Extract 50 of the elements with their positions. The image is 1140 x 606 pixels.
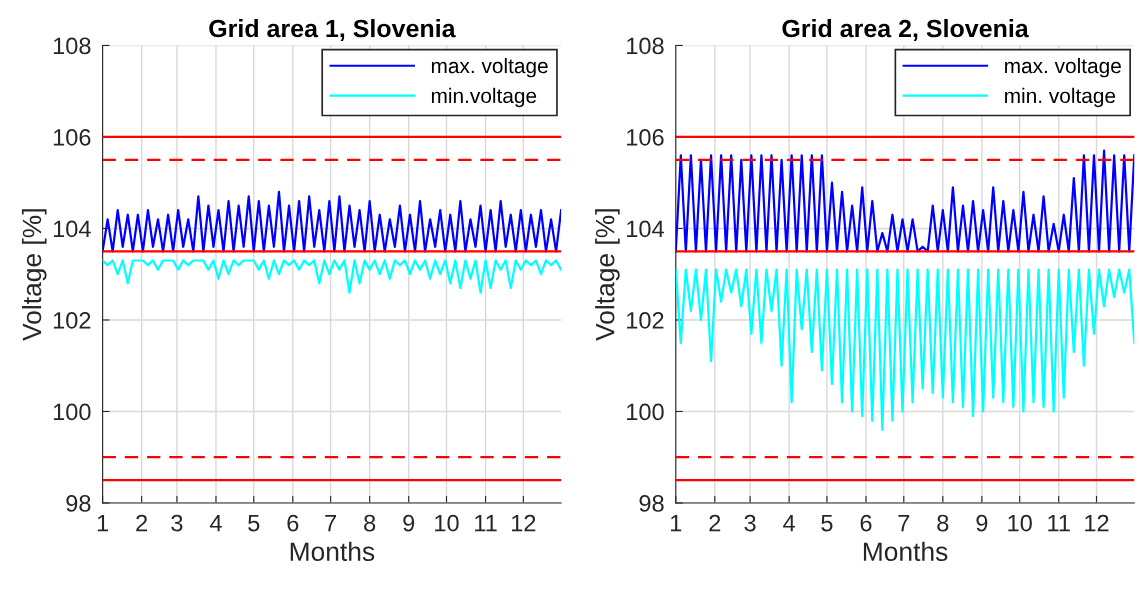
- x-tick-label: 2: [709, 514, 721, 532]
- x-tick-label: 5: [821, 514, 833, 532]
- legend-label: min. voltage: [1005, 87, 1116, 108]
- x-tick-label: 5: [248, 514, 260, 532]
- x-tick-label: 9: [976, 514, 988, 532]
- legend-label: max. voltage: [431, 57, 548, 78]
- x-tick-label: 6: [287, 514, 299, 532]
- y-axis-title: Voltage [%]: [21, 209, 47, 341]
- chart-title: Grid area 2, Slovenia: [782, 19, 1029, 41]
- y-tick-label: 102: [53, 312, 91, 329]
- line-series: [675, 268, 1135, 431]
- x-tick-label: 10: [435, 514, 459, 532]
- x-tick-label: 7: [325, 514, 336, 532]
- y-tick-label: 104: [53, 220, 91, 238]
- y-tick-label: 106: [53, 129, 91, 146]
- x-axis-title: Months: [863, 541, 948, 562]
- x-tick-label: 6: [860, 514, 872, 532]
- y-tick-label: 98: [66, 495, 91, 512]
- x-tick-label: 8: [937, 514, 949, 532]
- x-tick-label: 11: [1048, 514, 1070, 532]
- y-tick-label: 108: [627, 37, 664, 55]
- line-series: [102, 259, 562, 294]
- x-tick-label: 12: [512, 514, 536, 532]
- y-axis-title: Voltage [%]: [595, 209, 620, 341]
- y-tick-label: 108: [53, 37, 91, 55]
- x-tick-label: 3: [744, 514, 756, 532]
- x-tick-label: 4: [209, 514, 222, 532]
- y-tick-label: 100: [53, 403, 91, 421]
- y-tick-label: 106: [627, 129, 664, 146]
- line-series: [102, 190, 562, 253]
- x-tick-label: 11: [475, 514, 497, 532]
- legend-label: min.voltage: [431, 87, 537, 108]
- y-tick-label: 102: [627, 312, 664, 329]
- line-series: [675, 149, 1135, 253]
- x-axis-title: Months: [290, 541, 375, 562]
- x-tick-label: 1: [671, 514, 682, 532]
- x-tick-label: 12: [1085, 514, 1109, 532]
- y-tick-label: 98: [639, 495, 664, 512]
- x-tick-label: 4: [783, 514, 796, 532]
- x-tick-label: 9: [403, 514, 415, 532]
- x-tick-label: 2: [136, 514, 148, 532]
- y-tick-label: 104: [627, 220, 664, 238]
- x-tick-label: 8: [364, 514, 376, 532]
- legend-label: max. voltage: [1005, 57, 1121, 78]
- chart-title: Grid area 1, Slovenia: [209, 19, 456, 41]
- x-tick-label: 10: [1008, 514, 1032, 532]
- x-tick-label: 1: [97, 514, 109, 532]
- y-tick-label: 100: [627, 403, 664, 421]
- x-tick-label: 3: [171, 514, 183, 532]
- x-tick-label: 7: [898, 514, 910, 532]
